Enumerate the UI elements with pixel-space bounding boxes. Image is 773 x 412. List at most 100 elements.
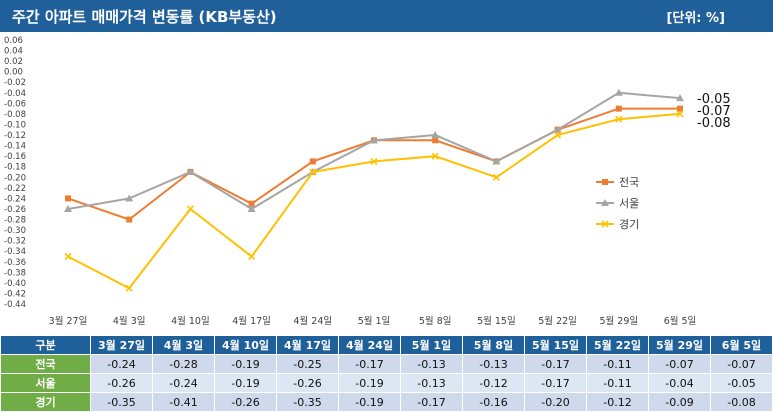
y-tick-label: -0.22 xyxy=(4,184,26,194)
line-chart: 0.060.040.020.00-0.02-0.04-0.06-0.08-0.1… xyxy=(4,36,731,327)
data-point xyxy=(492,173,500,181)
data-point xyxy=(554,131,562,139)
data-point xyxy=(247,204,256,212)
data-point xyxy=(615,105,622,112)
x-tick-label: 5월 1일 xyxy=(358,315,391,327)
table-cell: -0.17 xyxy=(524,354,587,374)
table-cell: -0.05 xyxy=(710,373,773,393)
y-tick-label: 0.02 xyxy=(4,57,23,67)
legend-label: 경기 xyxy=(619,218,639,231)
table-cell: -0.19 xyxy=(338,392,401,412)
table-cell: -0.19 xyxy=(338,373,401,393)
y-tick-label: 0.04 xyxy=(4,47,23,57)
data-point xyxy=(431,152,439,160)
data-point xyxy=(676,94,684,102)
x-tick-label: 4월 3일 xyxy=(113,315,146,327)
table-cell: -0.09 xyxy=(648,392,711,412)
y-tick-label: -0.44 xyxy=(4,300,26,310)
end-value-label: -0.05 xyxy=(697,92,731,107)
table-column-header: 4월 10일 xyxy=(214,335,277,355)
data-point xyxy=(370,136,378,144)
table-row-label: 전국 xyxy=(0,354,91,374)
y-tick-label: 0.00 xyxy=(4,68,23,78)
end-value-label: -0.08 xyxy=(697,116,731,131)
table-cell: -0.07 xyxy=(710,354,773,374)
x-tick-label: 5월 15일 xyxy=(477,315,516,327)
table-cell: -0.20 xyxy=(524,392,587,412)
data-point xyxy=(432,137,439,144)
data-point xyxy=(64,204,72,212)
data-point xyxy=(125,284,133,292)
x-tick-label: 3월 27일 xyxy=(49,315,88,327)
data-point xyxy=(186,205,194,213)
table-cell: -0.35 xyxy=(90,392,153,412)
x-tick-label: 4월 10일 xyxy=(171,315,210,327)
table-body: 전국 -0.24 -0.28 -0.19 -0.25 -0.17 -0.13 -0.13 -0.… xyxy=(0,354,773,412)
legend-marker xyxy=(601,220,609,228)
table-row: 서울 -0.26 -0.24 -0.19 -0.26 -0.19 -0.13 -0.12 -0.… xyxy=(0,373,773,393)
data-table: 구분 3월 27일 4월 3일 4월 10일 4월 17일 4월 24일 5월 1일 5월 … xyxy=(0,335,773,412)
y-tick-label: -0.18 xyxy=(4,163,26,173)
y-tick-label: -0.02 xyxy=(4,78,26,88)
table-cell: -0.24 xyxy=(152,373,215,393)
series-line-1 xyxy=(67,107,680,221)
data-point xyxy=(677,105,683,112)
table-cell: -0.26 xyxy=(214,392,277,412)
y-tick-label: -0.28 xyxy=(4,216,26,226)
table-cell: -0.11 xyxy=(586,373,649,393)
table-row: 경기 -0.35 -0.41 -0.26 -0.35 -0.19 -0.17 -0.16 -0.… xyxy=(0,392,773,412)
y-tick-label: -0.42 xyxy=(4,289,26,299)
y-tick-label: -0.14 xyxy=(4,142,26,152)
table-column-header: 4월 24일 xyxy=(338,335,401,355)
data-point xyxy=(186,168,195,175)
y-tick-label: -0.08 xyxy=(4,110,26,120)
y-tick-label: -0.34 xyxy=(4,247,26,257)
chart-title: 주간 아파트 매매가격 변동률 (KB부동산) xyxy=(12,8,277,26)
data-point xyxy=(64,252,72,261)
y-tick-label: -0.38 xyxy=(4,268,26,278)
table-row-label: 서울 xyxy=(0,373,91,393)
table-header-row: 구분 3월 27일 4월 3일 4월 10일 4월 17일 4월 24일 5월 1일 5월 … xyxy=(0,335,773,355)
x-tick-label: 5월 8일 xyxy=(419,315,452,327)
x-tick-label: 6월 5일 xyxy=(664,315,697,327)
data-point xyxy=(676,110,684,118)
title-bar: 주간 아파트 매매가격 변동률 (KB부동산) [단위: %] xyxy=(0,0,773,32)
data-point xyxy=(248,200,255,207)
y-tick-label: -0.26 xyxy=(4,205,26,215)
y-tick-label: -0.06 xyxy=(4,99,26,109)
table-column-header: 4월 3일 xyxy=(152,335,215,355)
y-tick-label: -0.40 xyxy=(4,279,26,289)
table-cell: -0.28 xyxy=(152,354,215,374)
legend-label: 전국 xyxy=(619,176,639,189)
y-tick-label: -0.24 xyxy=(4,194,26,204)
data-point xyxy=(248,252,256,261)
data-point xyxy=(615,115,623,123)
legend-marker xyxy=(602,179,608,185)
data-point xyxy=(126,216,133,223)
series-line-2 xyxy=(67,91,681,211)
table-column-header: 3월 27일 xyxy=(90,335,153,355)
end-value-label: -0.07 xyxy=(697,104,731,119)
data-point xyxy=(553,125,562,133)
table-cell: -0.08 xyxy=(710,392,773,412)
x-tick-label: 5월 22일 xyxy=(538,315,577,327)
legend-marker xyxy=(601,199,609,206)
x-tick-label: 4월 17일 xyxy=(232,315,271,327)
table-row: 전국 -0.24 -0.28 -0.19 -0.25 -0.17 -0.13 -0.13 -0.… xyxy=(0,354,773,374)
table-column-header: 5월 29일 xyxy=(648,335,711,355)
table-column-header: 5월 22일 xyxy=(586,335,649,355)
data-point xyxy=(370,157,378,166)
table-column-header: 4월 17일 xyxy=(276,335,339,355)
table-cell: -0.13 xyxy=(462,354,525,374)
table-header-label: 구분 xyxy=(0,335,91,355)
table-cell: -0.07 xyxy=(648,354,711,374)
y-tick-label: -0.32 xyxy=(4,237,26,247)
table-column-header: 6월 5일 xyxy=(710,335,773,355)
table-cell: -0.13 xyxy=(400,373,463,393)
table-column-header: 5월 8일 xyxy=(462,335,525,355)
table-cell: -0.25 xyxy=(276,354,339,374)
data-point xyxy=(492,157,501,165)
x-tick-label: 5월 29일 xyxy=(599,315,638,327)
table-cell: -0.04 xyxy=(648,373,711,393)
table-cell: -0.19 xyxy=(214,373,277,393)
